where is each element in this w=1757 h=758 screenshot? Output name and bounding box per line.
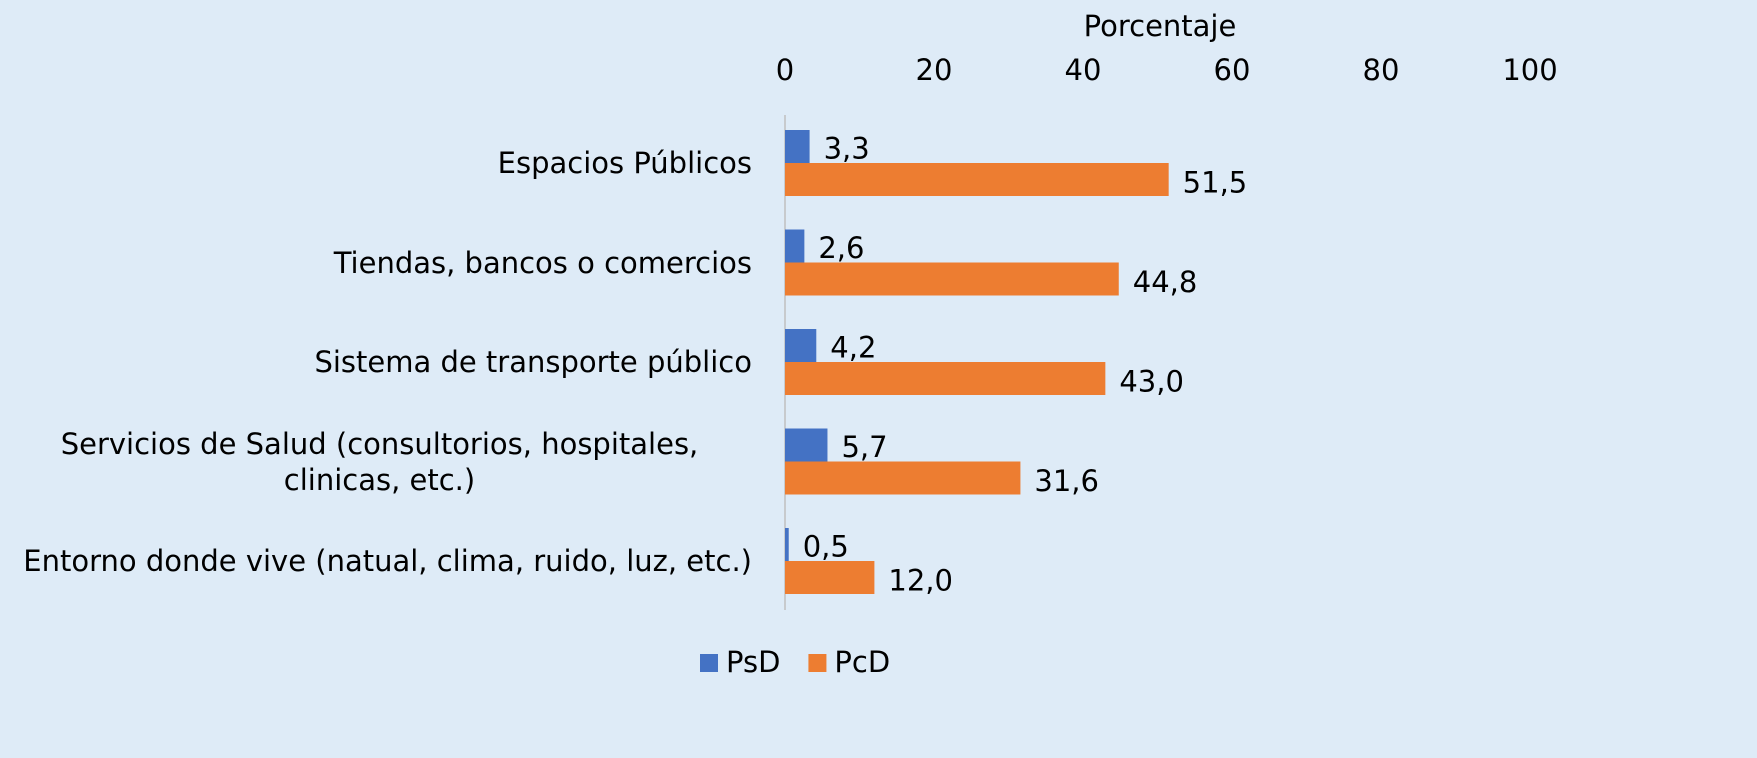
bar <box>785 163 1169 196</box>
bar <box>785 329 817 362</box>
data-label: 43,0 <box>1119 365 1184 399</box>
y-tick-label: Tiendas, bancos o comercios <box>333 245 752 280</box>
x-tick-label: 40 <box>1065 53 1102 87</box>
bar <box>785 528 789 561</box>
x-tick-label: 0 <box>776 53 794 87</box>
legend-label: PsD <box>726 645 780 679</box>
x-tick-label: 20 <box>916 53 953 87</box>
bar <box>785 362 1106 395</box>
bar <box>785 262 1119 296</box>
data-label: 0,5 <box>803 530 849 564</box>
bar <box>785 561 875 594</box>
x-tick-label: 80 <box>1363 53 1400 87</box>
bar <box>785 130 810 163</box>
data-label: 3,3 <box>824 132 870 166</box>
bar <box>785 428 828 462</box>
data-label: 2,6 <box>818 231 864 265</box>
x-tick-label: 60 <box>1214 53 1251 87</box>
data-label: 51,5 <box>1183 166 1248 200</box>
data-label: 12,0 <box>888 564 953 598</box>
legend-swatch <box>700 654 718 672</box>
data-label: 4,2 <box>830 331 876 365</box>
y-tick-label: Sistema de transporte público <box>314 345 752 379</box>
axis-title: Porcentaje <box>1084 9 1237 43</box>
data-label: 31,6 <box>1034 464 1099 498</box>
data-label: 5,7 <box>841 430 887 464</box>
legend-swatch <box>808 654 827 672</box>
bar <box>785 229 805 263</box>
legend-label: PcD <box>834 645 890 679</box>
data-label: 44,8 <box>1133 265 1198 299</box>
y-tick-label: Entorno donde vive (natual, clima, ruido… <box>23 544 752 578</box>
y-tick-label: Servicios de Salud (consultorios, hospit… <box>60 426 699 497</box>
bar <box>785 461 1021 495</box>
y-tick-label: Espacios Públicos <box>497 146 752 180</box>
x-tick-label: 100 <box>1502 53 1557 87</box>
